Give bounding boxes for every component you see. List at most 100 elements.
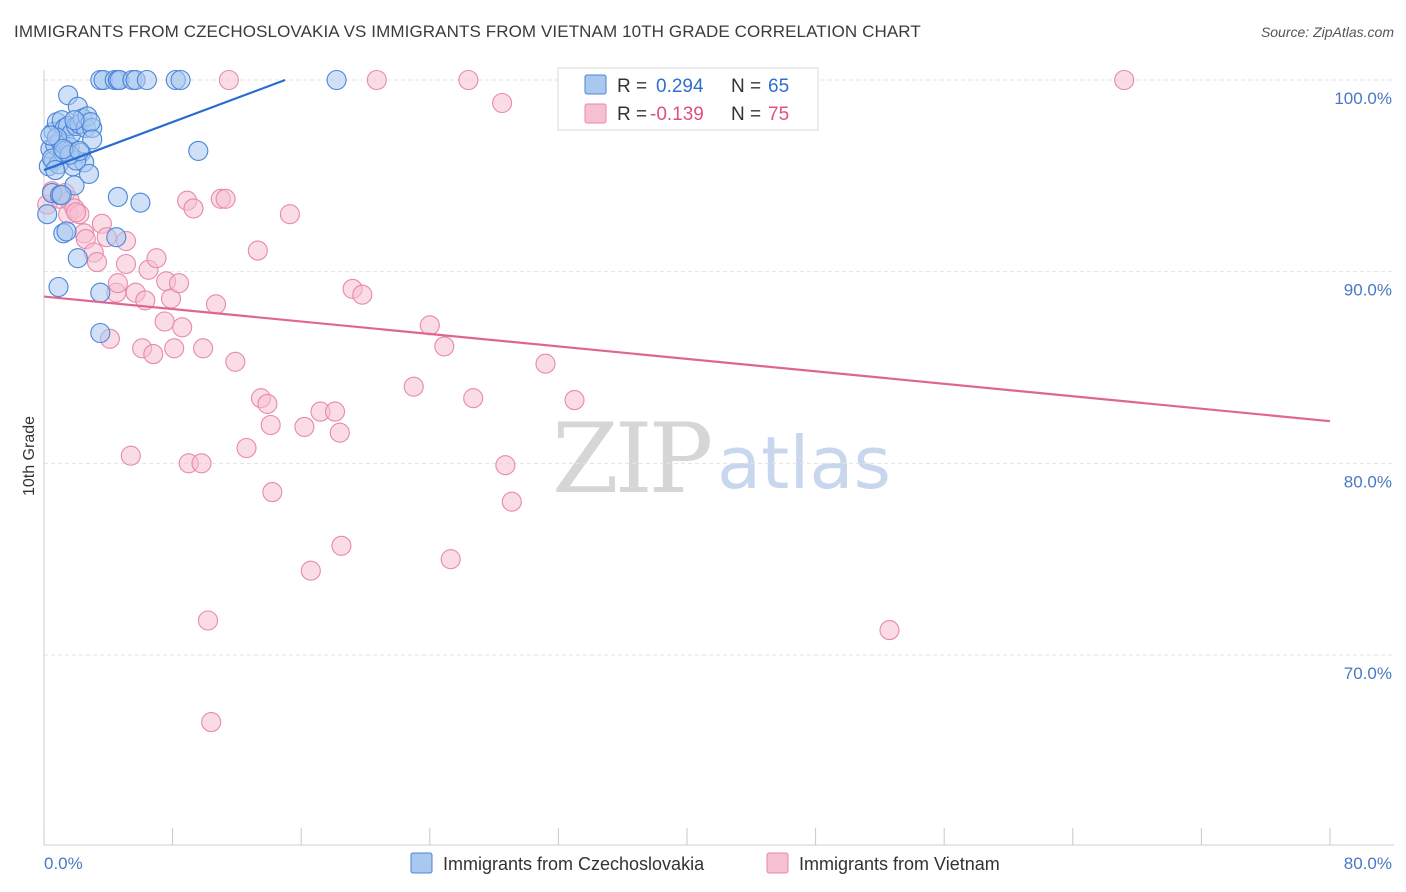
- czechoslovakia-point-31: [48, 276, 69, 298]
- y-tick-label-100: 100.0%: [1334, 89, 1392, 108]
- vietnam-point-74: [66, 202, 87, 223]
- series-legend: Immigrants from Czechoslovakia Immigrant…: [410, 852, 1000, 874]
- vietnam-point-64: [458, 69, 479, 91]
- vietnam-point-31: [172, 317, 193, 338]
- vietnam-point-65: [463, 388, 484, 409]
- czechoslovakia-point-48: [107, 186, 128, 207]
- vietnam-point-60: [403, 376, 424, 397]
- vietnam-point-37: [197, 610, 219, 631]
- y-axis-title: 10th Grade: [21, 416, 38, 496]
- bottom-legend-swatch-pink: [766, 852, 789, 874]
- vietnam-point-39: [205, 294, 227, 315]
- legend-swatch-pink: [584, 103, 607, 124]
- czechoslovakia-point-47: [326, 69, 347, 91]
- czechoslovakia-point-29: [78, 163, 100, 184]
- watermark-zip: ZIP: [552, 403, 711, 515]
- vietnam-point-61: [419, 315, 440, 336]
- vietnam-point-55: [331, 535, 352, 556]
- vietnam-point-73: [1114, 69, 1135, 91]
- grid-lines: [44, 79, 1394, 656]
- vietnam-point-44: [236, 437, 257, 459]
- legend-r-value-1: 0.294: [656, 76, 704, 97]
- vietnam-point-51: [294, 416, 315, 437]
- czechoslovakia-point-59: [82, 129, 103, 150]
- y-tick-label-80: 80.0%: [1344, 472, 1392, 491]
- vietnam-point-26: [154, 311, 175, 332]
- source-credit: Source: ZipAtlas.com: [1260, 24, 1394, 40]
- vietnam-point-24: [143, 344, 164, 365]
- stats-legend: R = 0.294 N = 65 R = -0.139 N = 75: [557, 67, 819, 131]
- legend-r-value-2: -0.139: [650, 104, 704, 125]
- legend-n-value-2: 75: [768, 104, 789, 125]
- legend-n-label-2: N =: [731, 104, 761, 125]
- x-tick-label-min: 0.0%: [44, 854, 83, 873]
- x-tick-label-max: 80.0%: [1344, 854, 1392, 873]
- legend-swatch-blue: [584, 74, 607, 95]
- czechoslovakia-point-46: [170, 69, 191, 91]
- vietnam-point-72: [879, 620, 900, 641]
- vietnam-point-70: [564, 390, 585, 411]
- chart-title: IMMIGRANTS FROM CZECHOSLOVAKIA VS IMMIGR…: [14, 22, 921, 41]
- y-axis-tick-labels: 70.0% 80.0% 90.0% 100.0%: [1334, 89, 1392, 683]
- trend-line-vietnam: [43, 295, 1331, 423]
- vietnam-point-47: [257, 393, 278, 414]
- vietnam-point-68: [501, 491, 522, 512]
- bottom-legend-swatch-blue: [410, 852, 433, 874]
- y-tick-label-70: 70.0%: [1344, 664, 1392, 683]
- vietnam-point-62: [434, 336, 455, 357]
- czechoslovakia-point-33: [56, 221, 77, 242]
- vietnam-point-54: [324, 401, 346, 422]
- vietnam-point-19: [120, 445, 141, 466]
- czechoslovakia-point-50: [130, 192, 151, 213]
- legend-r-label-2: R =: [617, 104, 647, 125]
- vietnam-point-45: [247, 240, 268, 261]
- bottom-legend-label-1: Immigrants from Czechoslovakia: [443, 854, 705, 874]
- series-vietnam-points: [37, 69, 1135, 733]
- vietnam-point-69: [535, 353, 556, 374]
- vietnam-point-34: [183, 198, 204, 219]
- vietnam-point-49: [262, 482, 283, 503]
- trend-line-czechoslovakia: [43, 78, 286, 172]
- vietnam-point-30: [168, 273, 190, 294]
- vietnam-point-56: [329, 422, 350, 443]
- vietnam-point-18: [115, 253, 137, 275]
- czechoslovakia-point-34: [67, 248, 88, 269]
- vietnam-point-42: [218, 69, 239, 91]
- x-axis-ticks: [43, 828, 1331, 845]
- vietnam-point-41: [215, 188, 236, 209]
- vietnam-point-25: [146, 248, 167, 269]
- vietnam-point-50: [279, 204, 300, 225]
- czechoslovakia-point-44: [136, 69, 157, 91]
- vietnam-point-43: [225, 351, 246, 372]
- vietnam-point-16: [107, 273, 128, 294]
- y-tick-label-90: 90.0%: [1344, 281, 1392, 300]
- bottom-legend-label-2: Immigrants from Vietnam: [799, 854, 1000, 874]
- vietnam-point-52: [300, 560, 321, 581]
- vietnam-point-48: [260, 414, 281, 436]
- legend-r-label-1: R =: [617, 76, 647, 97]
- czechoslovakia-point-52: [51, 184, 72, 206]
- vietnam-point-36: [193, 338, 214, 359]
- czechoslovakia-point-61: [64, 110, 85, 131]
- series-czechoslovakia-points: [37, 69, 347, 344]
- vietnam-point-29: [164, 338, 185, 359]
- czechoslovakia-point-60: [40, 125, 61, 146]
- vietnam-point-67: [495, 455, 516, 476]
- legend-n-label-1: N =: [731, 76, 761, 97]
- legend-n-value-1: 65: [768, 76, 789, 97]
- trend-lines: [43, 78, 1331, 423]
- vietnam-point-38: [201, 712, 222, 733]
- czechoslovakia-point-49: [106, 227, 127, 248]
- vietnam-point-66: [492, 92, 513, 114]
- watermark: ZIP atlas: [552, 403, 891, 515]
- vietnam-point-59: [366, 69, 387, 91]
- vietnam-point-63: [440, 549, 461, 570]
- vietnam-point-35: [191, 453, 212, 474]
- czechoslovakia-point-36: [90, 322, 111, 344]
- czechoslovakia-point-35: [90, 282, 111, 303]
- czechoslovakia-point-0: [37, 204, 58, 225]
- vietnam-point-58: [352, 284, 373, 305]
- czechoslovakia-point-51: [188, 140, 209, 161]
- vietnam-point-11: [86, 252, 108, 273]
